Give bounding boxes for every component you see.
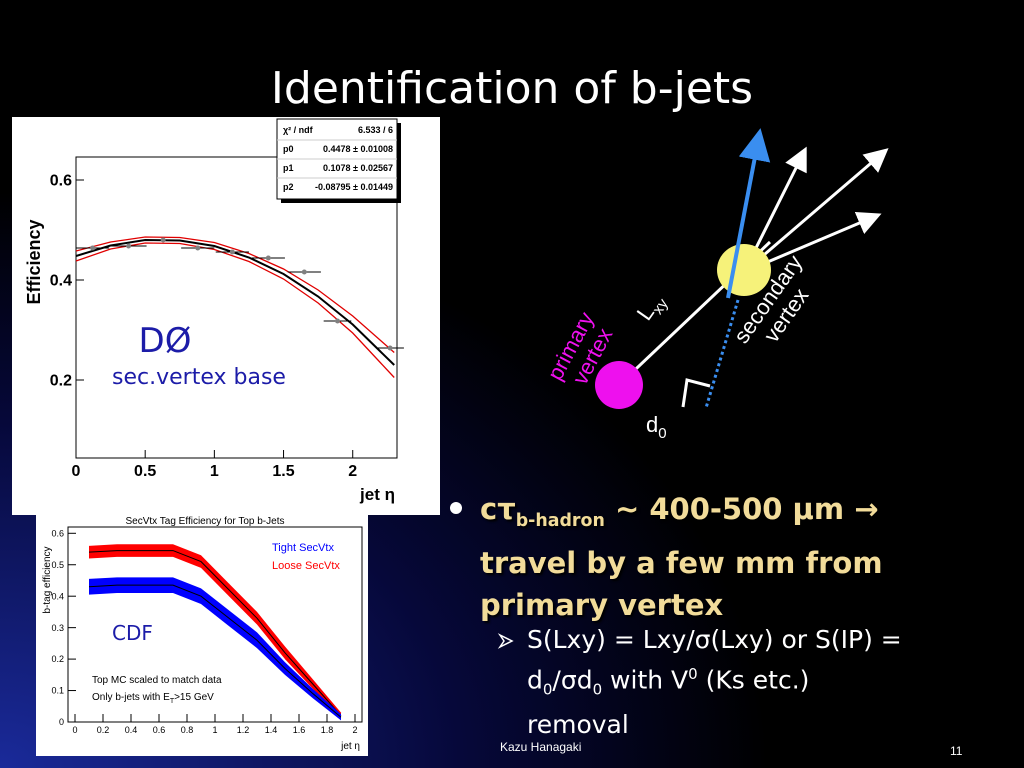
y-tick-label: 0.3: [51, 623, 64, 633]
x-tick-label: 0.8: [181, 725, 194, 735]
stats-key: χ² / ndf: [283, 125, 314, 135]
sub-bullet: S(Lxy) = Lxy/σ(Lxy) or S(IP) = d0/σd0 wi…: [527, 622, 907, 742]
x-tick-label: 1.5: [272, 463, 294, 480]
data-point: [195, 245, 201, 251]
annotation: Top MC scaled to match data: [92, 675, 222, 686]
x-tick-label: 0: [72, 725, 77, 735]
x-tick-label: 0.2: [97, 725, 110, 735]
band-segment: [257, 632, 285, 675]
annotation-part: Only b-jets with E: [92, 692, 170, 703]
y-axis-label: Efficiency: [24, 219, 44, 304]
band-center: [88, 584, 342, 718]
text: cτ: [480, 492, 516, 526]
data-point: [160, 237, 166, 243]
x-axis-label: jet η: [359, 485, 395, 504]
data-point: [229, 249, 235, 255]
annotation-part: >15 GeV: [174, 692, 214, 703]
bullet: cτb-hadron ~ 400-500 μm → travel by a fe…: [480, 488, 960, 626]
slide-title: Identification of b-jets: [271, 63, 753, 114]
x-tick-label: 1.2: [237, 725, 250, 735]
x-axis-label: jet η: [340, 741, 360, 752]
x-tick-label: 0.5: [134, 463, 156, 480]
impact-line: [704, 299, 740, 409]
footer-author: Kazu Hanagaki: [500, 740, 581, 754]
band-center: [88, 550, 342, 717]
text: S(Lxy) = Lxy/σ(Lxy) or S(IP) = d: [527, 625, 902, 695]
symbol: d: [646, 412, 658, 437]
stats-value: 0.4478 ± 0.01008: [323, 144, 393, 154]
fit-band-edge: [75, 236, 395, 353]
stats-value: -0.08795 ± 0.01449: [315, 182, 393, 192]
y-axis-label: b-tag efficiency: [42, 546, 53, 613]
sub-bullet-marker: [497, 633, 514, 649]
x-tick-label: 0.6: [153, 725, 166, 735]
d0-label: d0: [646, 412, 667, 442]
y-tick-label: 0: [59, 717, 64, 727]
x-tick-label: 2: [348, 463, 357, 480]
bullet-marker: [450, 502, 462, 514]
annotation: Only b-jets with ET>15 GeV: [92, 692, 214, 705]
x-tick-label: 1.6: [293, 725, 306, 735]
text: /σd: [552, 665, 593, 695]
band-segment: [285, 646, 313, 689]
annotation-part: T: [170, 698, 175, 705]
subscript: b-hadron: [515, 510, 605, 531]
legend-entry: Loose SecVtx: [272, 560, 340, 572]
stats-value: 0.1078 ± 0.02567: [323, 163, 393, 173]
annotation: DØ: [139, 321, 192, 361]
superscript: 0: [688, 665, 698, 683]
y-tick-label: 0.1: [51, 686, 64, 696]
primary-vertex: [595, 361, 643, 409]
y-tick-label: 0.6: [50, 173, 72, 190]
annotation: sec.vertex base: [112, 365, 286, 390]
y-tick-label: 0.5: [51, 560, 64, 570]
y-tick-label: 0.4: [50, 273, 72, 290]
subscript: 0: [542, 680, 553, 699]
y-tick-label: 0.4: [51, 591, 64, 601]
data-point: [301, 269, 307, 275]
y-tick-label: 0.6: [51, 528, 64, 538]
right-angle: [681, 378, 711, 408]
data-point: [387, 345, 393, 351]
subscript: 0: [658, 425, 666, 442]
band-segment: [313, 688, 341, 721]
stats-value: 6.533 / 6: [358, 125, 393, 135]
jet-axis: [726, 128, 771, 299]
x-tick-label: 0: [72, 463, 81, 480]
annotation: CDF: [112, 621, 153, 645]
chart-title: SecVtx Tag Efficiency for Top b-Jets: [126, 516, 285, 527]
x-tick-label: 1: [212, 725, 217, 735]
track: [743, 148, 889, 274]
text: (Ks etc.) removal: [527, 665, 810, 740]
cdf-chart: 0 0.1 0.2 0.3 0.4 0.5 0.6 0 0.2 0.4 0.6 0.8 1 1.2 1.4 1…: [36, 513, 368, 756]
data-point: [265, 255, 271, 261]
data-point: [335, 318, 341, 324]
text: ~ 400-500 μm → travel by a few mm from p…: [480, 492, 883, 622]
legend-entry: Tight SecVtx: [272, 542, 334, 554]
text: with V: [602, 665, 689, 695]
stats-key: p0: [283, 144, 294, 154]
y-tick-label: 0.2: [50, 373, 72, 390]
x-tick-label: 1.8: [321, 725, 334, 735]
data-point: [126, 243, 132, 249]
x-tick-label: 2: [352, 725, 357, 735]
stats-key: p2: [283, 182, 294, 192]
y-tick-label: 0.2: [51, 654, 64, 664]
page-number: 11: [950, 744, 963, 758]
x-tick-label: 1.4: [265, 725, 278, 735]
data-point: [90, 245, 96, 251]
stats-key: p1: [283, 163, 294, 173]
subscript: 0: [592, 680, 603, 699]
band-segment: [285, 662, 313, 699]
plot-frame: [75, 156, 398, 459]
x-tick-label: 0.4: [125, 725, 138, 735]
x-tick-label: 1: [210, 463, 219, 480]
